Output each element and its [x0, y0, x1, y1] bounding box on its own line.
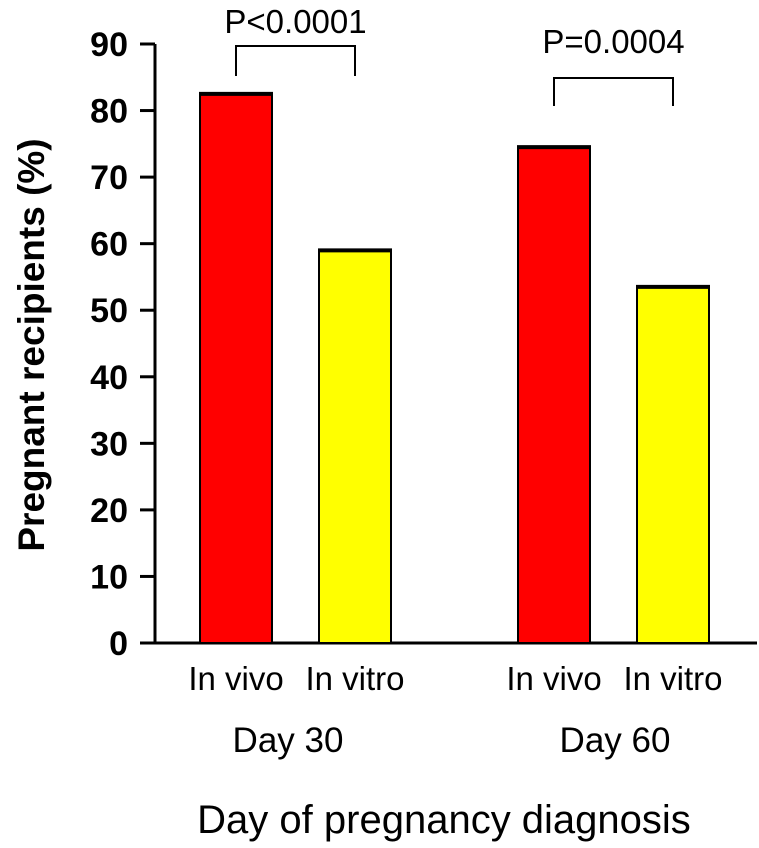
y-tick-label: 90	[90, 26, 128, 64]
bars	[199, 91, 710, 645]
y-tick-label: 30	[90, 425, 128, 463]
y-ticks: 0 10 20 30 40 50 60 70 80 90	[90, 26, 155, 663]
y-tick-label: 70	[90, 159, 128, 197]
group-label: Day 60	[560, 721, 671, 760]
y-tick-label: 60	[90, 226, 128, 264]
y-tick-label: 40	[90, 359, 128, 397]
group-label: Day 30	[233, 721, 344, 760]
y-tick-label: 50	[90, 292, 128, 330]
significance-brackets: P<0.0001 P=0.0004	[224, 3, 685, 106]
bar-day-30-in-vivo	[199, 92, 273, 644]
x-labels: In vivo In vitro Day 30 In vivo In vitro Day …	[188, 660, 722, 760]
bar-day-60-in-vivo	[517, 146, 591, 645]
category-label: In vivo	[188, 660, 283, 697]
significance-bracket	[553, 77, 674, 106]
significance-bracket	[235, 45, 356, 76]
x-axis-title: Day of pregnancy diagnosis	[197, 798, 691, 842]
category-label: In vitro	[305, 660, 404, 697]
bar-day-30-in-vitro	[318, 249, 392, 644]
bar-day-60-in-vitro	[636, 285, 710, 644]
y-tick-label: 10	[90, 558, 128, 596]
y-axis-title: Pregnant recipients (%)	[11, 138, 52, 551]
p-value-label: P<0.0001	[224, 3, 366, 40]
category-label: In vivo	[506, 660, 601, 697]
y-tick-label: 0	[109, 625, 128, 663]
y-tick-label: 80	[90, 93, 128, 131]
y-tick-label: 20	[90, 492, 128, 530]
p-value-label: P=0.0004	[542, 23, 684, 60]
category-label: In vitro	[623, 660, 722, 697]
